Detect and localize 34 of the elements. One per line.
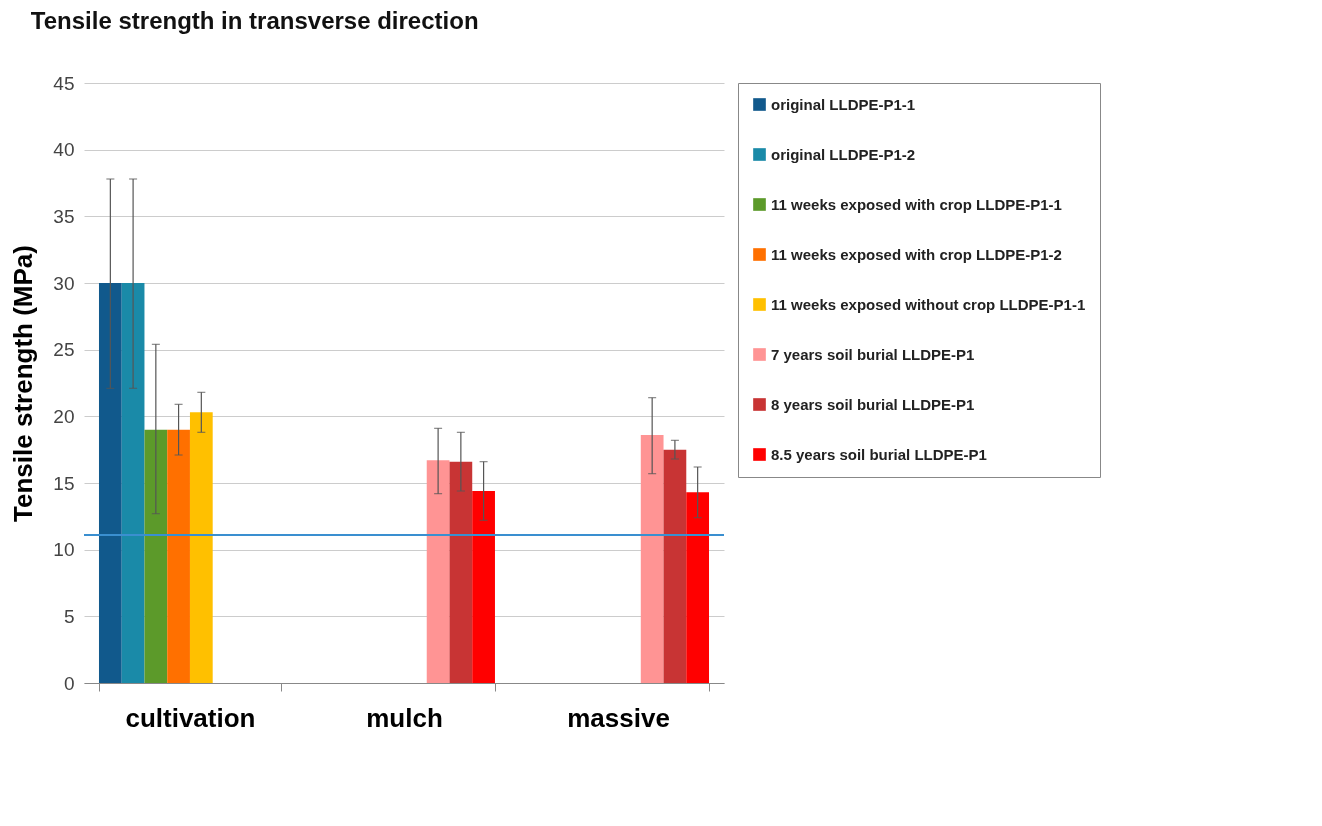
y-axis-title: Tensile strength (MPa) <box>8 245 39 522</box>
bar <box>167 429 190 683</box>
y-tick-label: 15 <box>53 472 75 494</box>
bar <box>686 492 710 683</box>
chart-title: Tensile strength in transverse direction <box>30 7 479 34</box>
legend-label: 7 years soil burial LLDPE-P1 <box>771 345 975 363</box>
bar <box>121 283 145 683</box>
legend-label: 11 weeks exposed without crop LLDPE-P1-1 <box>771 295 1086 313</box>
x-tick-label: mulch <box>366 702 443 733</box>
bar <box>640 435 664 683</box>
x-tick-label: massive <box>567 702 670 733</box>
bar <box>426 460 450 683</box>
y-tick-label: 45 <box>53 72 75 94</box>
y-tick-label: 20 <box>53 405 75 427</box>
bar <box>663 449 687 683</box>
legend-label: 11 weeks exposed with crop LLDPE-P1-2 <box>771 245 1062 263</box>
bar <box>449 461 473 683</box>
bar <box>472 491 495 683</box>
legend-label: original LLDPE-P1-1 <box>771 95 916 113</box>
y-tick-label: 0 <box>63 672 75 694</box>
y-tick-label: 30 <box>53 272 75 294</box>
legend-label: original LLDPE-P1-2 <box>771 145 916 163</box>
bar <box>189 412 213 683</box>
legend-label: 11 weeks exposed with crop LLDPE-P1-1 <box>771 195 1062 213</box>
y-tick-label: 40 <box>53 139 75 161</box>
legend-label: 8 years soil burial LLDPE-P1 <box>771 395 975 413</box>
x-tick-label: cultivation <box>125 702 256 733</box>
y-tick-label: 25 <box>53 339 75 361</box>
y-tick-label: 35 <box>53 205 75 227</box>
bar <box>144 429 168 683</box>
y-tick-label: 10 <box>53 539 75 561</box>
bar <box>98 283 122 683</box>
y-tick-label: 5 <box>63 605 75 627</box>
legend-label: 8.5 years soil burial LLDPE-P1 <box>771 445 987 463</box>
